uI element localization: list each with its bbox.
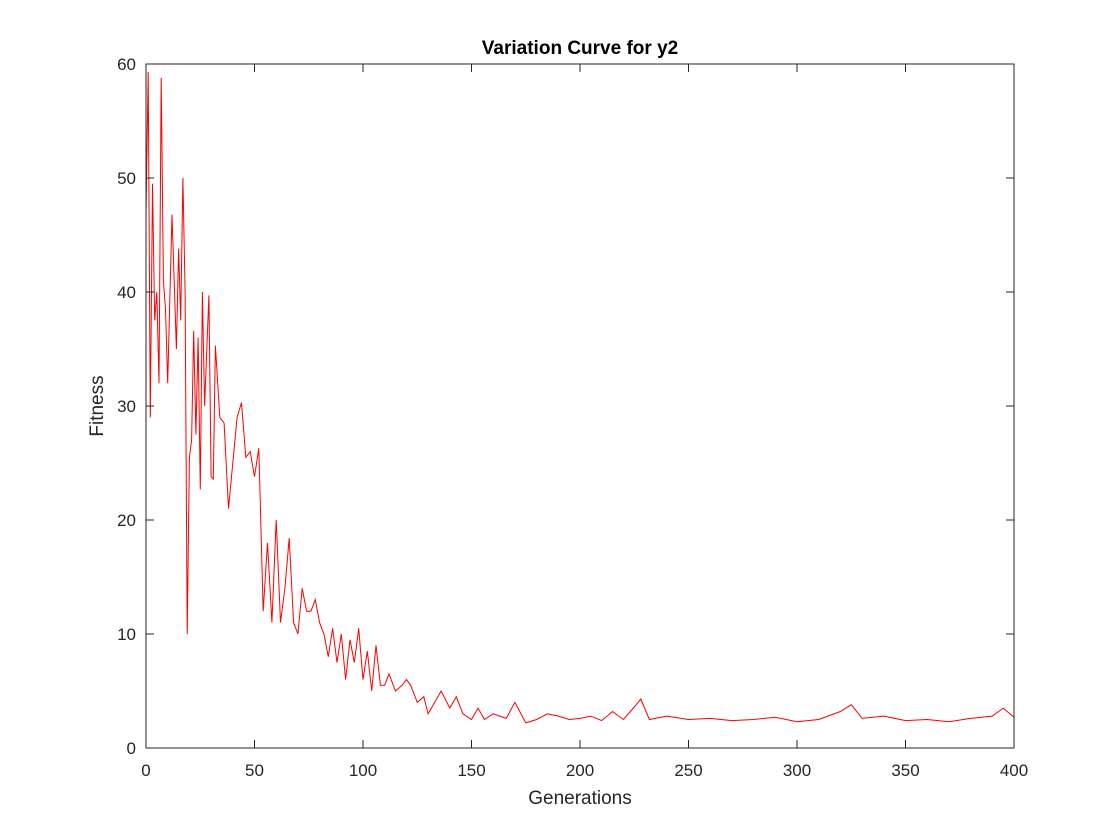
x-axis-label: Generations: [528, 788, 632, 809]
x-tick-label: 150: [457, 761, 485, 780]
x-axis-ticks: 0 50 100 150 200 250 300 350 400: [141, 64, 1028, 780]
y-tick-label: 0: [127, 739, 136, 758]
y-tick-label: 20: [117, 511, 136, 530]
y-tick-label: 30: [117, 397, 136, 416]
x-tick-label: 400: [1000, 761, 1028, 780]
x-tick-label: 350: [891, 761, 919, 780]
y-axis-ticks: 0 10 20 30 40 50 60: [117, 55, 1014, 758]
y-axis-label: Fitness: [87, 375, 108, 436]
y-tick-label: 60: [117, 55, 136, 74]
x-tick-label: 300: [783, 761, 811, 780]
chart-title: Variation Curve for y2: [482, 38, 678, 59]
x-tick-label: 100: [349, 761, 377, 780]
y-tick-label: 40: [117, 283, 136, 302]
x-tick-label: 0: [141, 761, 150, 780]
data-layer: [145, 71, 1015, 724]
series-line: [145, 71, 1015, 724]
x-tick-label: 50: [245, 761, 264, 780]
y-tick-label: 50: [117, 169, 136, 188]
x-tick-label: 200: [566, 761, 594, 780]
y-tick-label: 10: [117, 625, 136, 644]
x-tick-label: 250: [674, 761, 702, 780]
plot-area: [146, 64, 1014, 748]
